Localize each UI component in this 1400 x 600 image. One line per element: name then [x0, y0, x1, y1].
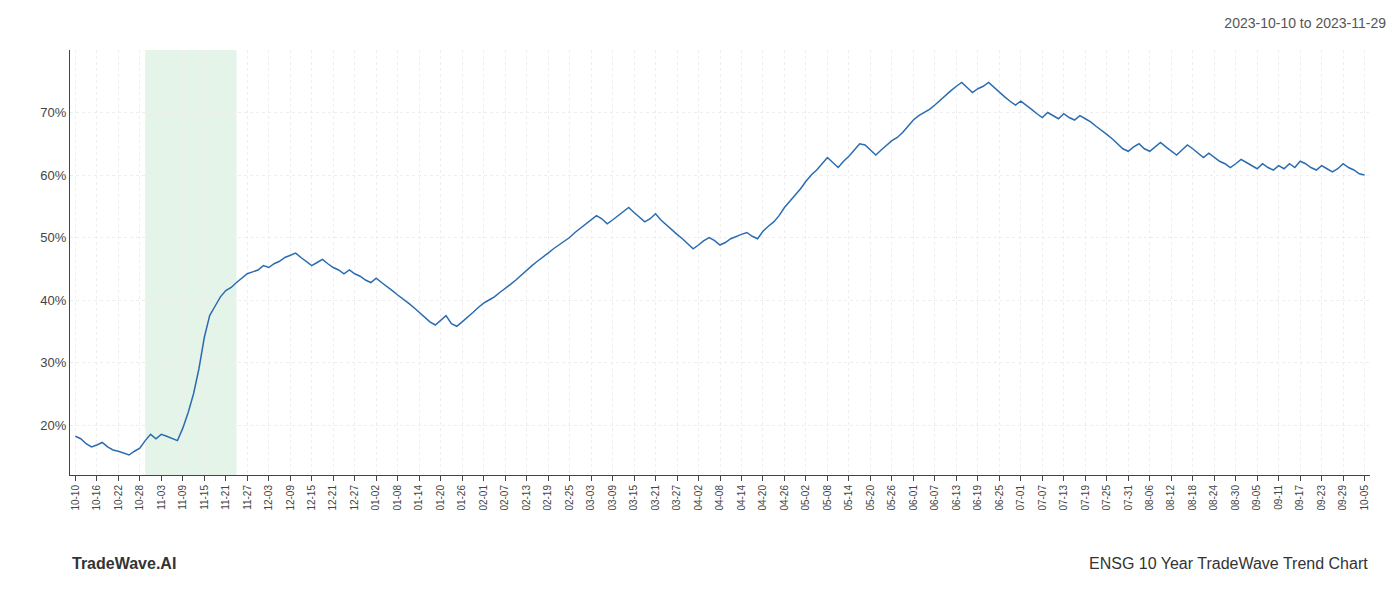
svg-text:10-28: 10-28: [134, 485, 145, 511]
svg-text:02-07: 02-07: [499, 485, 510, 511]
svg-text:02-25: 02-25: [564, 485, 575, 511]
svg-text:02-13: 02-13: [521, 485, 532, 511]
svg-text:70%: 70%: [40, 105, 66, 120]
svg-text:05-26: 05-26: [886, 485, 897, 511]
svg-text:01-20: 01-20: [435, 485, 446, 511]
svg-text:01-08: 01-08: [392, 485, 403, 511]
svg-text:11-15: 11-15: [199, 485, 210, 510]
svg-text:11-09: 11-09: [177, 485, 188, 510]
svg-text:05-20: 05-20: [865, 485, 876, 511]
svg-text:05-08: 05-08: [822, 485, 833, 511]
svg-text:TradeWave.AI: TradeWave.AI: [72, 555, 176, 572]
svg-text:09-05: 09-05: [1251, 485, 1262, 511]
svg-text:01-26: 01-26: [456, 485, 467, 511]
svg-text:08-12: 08-12: [1165, 485, 1176, 511]
svg-text:09-11: 09-11: [1273, 485, 1284, 510]
svg-text:12-27: 12-27: [349, 485, 360, 511]
svg-text:10-10: 10-10: [70, 485, 81, 511]
svg-text:03-21: 03-21: [650, 485, 661, 511]
svg-text:04-02: 04-02: [693, 485, 704, 511]
svg-text:01-02: 01-02: [370, 485, 381, 511]
svg-text:08-24: 08-24: [1208, 485, 1219, 511]
svg-text:08-18: 08-18: [1187, 485, 1198, 511]
svg-text:03-09: 03-09: [607, 485, 618, 511]
svg-text:06-19: 06-19: [972, 485, 983, 511]
svg-text:10-05: 10-05: [1359, 485, 1370, 511]
svg-text:20%: 20%: [40, 418, 66, 433]
svg-text:02-01: 02-01: [478, 485, 489, 511]
svg-text:07-01: 07-01: [1015, 485, 1026, 511]
svg-text:04-14: 04-14: [736, 485, 747, 511]
svg-text:05-14: 05-14: [843, 485, 854, 511]
svg-text:01-14: 01-14: [413, 485, 424, 511]
svg-text:50%: 50%: [40, 230, 66, 245]
svg-text:11-21: 11-21: [220, 485, 231, 510]
svg-text:04-08: 04-08: [714, 485, 725, 511]
svg-text:06-13: 06-13: [951, 485, 962, 511]
svg-text:06-25: 06-25: [994, 485, 1005, 511]
svg-text:12-15: 12-15: [306, 485, 317, 511]
svg-text:07-31: 07-31: [1123, 485, 1134, 511]
svg-text:11-03: 11-03: [156, 485, 167, 510]
svg-text:07-19: 07-19: [1080, 485, 1091, 511]
svg-text:12-03: 12-03: [263, 485, 274, 511]
svg-text:2023-10-10 to 2023-11-29: 2023-10-10 to 2023-11-29: [1224, 15, 1386, 31]
svg-text:05-02: 05-02: [800, 485, 811, 511]
svg-text:03-15: 03-15: [628, 485, 639, 511]
svg-text:07-13: 07-13: [1058, 485, 1069, 511]
svg-text:08-30: 08-30: [1230, 485, 1241, 511]
svg-text:03-27: 03-27: [671, 485, 682, 511]
svg-text:10-16: 10-16: [91, 485, 102, 511]
svg-text:06-07: 06-07: [929, 485, 940, 511]
svg-text:09-29: 09-29: [1337, 485, 1348, 511]
svg-text:09-17: 09-17: [1294, 485, 1305, 511]
svg-text:04-20: 04-20: [757, 485, 768, 511]
svg-text:07-25: 07-25: [1101, 485, 1112, 511]
svg-text:09-23: 09-23: [1316, 485, 1327, 511]
svg-text:06-01: 06-01: [908, 485, 919, 511]
svg-text:07-07: 07-07: [1037, 485, 1048, 511]
svg-text:60%: 60%: [40, 168, 66, 183]
svg-text:08-06: 08-06: [1144, 485, 1155, 511]
svg-text:03-03: 03-03: [585, 485, 596, 511]
svg-text:ENSG 10 Year TradeWave Trend C: ENSG 10 Year TradeWave Trend Chart: [1089, 555, 1368, 572]
svg-text:30%: 30%: [40, 355, 66, 370]
svg-text:12-21: 12-21: [327, 485, 338, 511]
svg-text:10-22: 10-22: [113, 485, 124, 511]
svg-text:11-27: 11-27: [242, 485, 253, 510]
svg-text:02-19: 02-19: [542, 485, 553, 511]
svg-text:04-26: 04-26: [779, 485, 790, 511]
svg-text:12-09: 12-09: [285, 485, 296, 511]
svg-text:40%: 40%: [40, 293, 66, 308]
